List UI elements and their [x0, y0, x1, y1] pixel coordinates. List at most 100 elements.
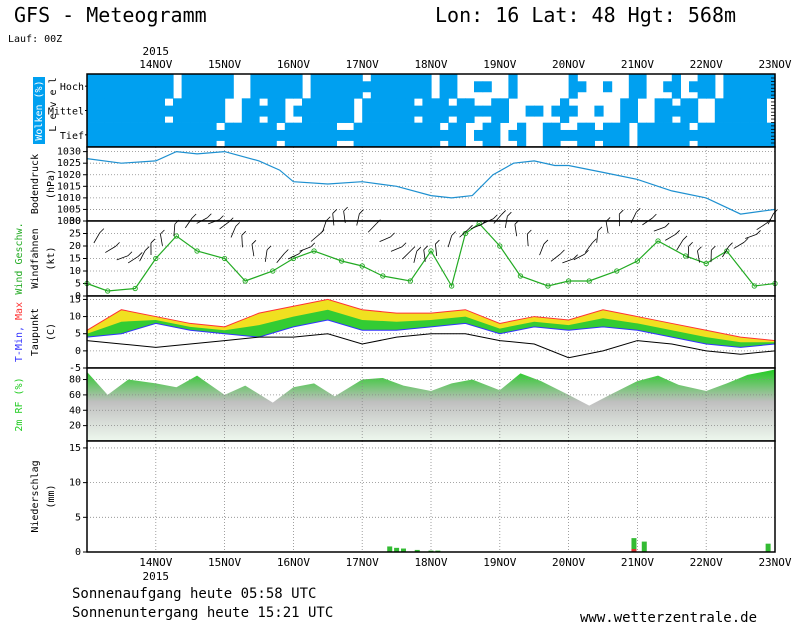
cloud-cell [379, 74, 389, 99]
cloud-cell [370, 74, 380, 99]
cloud-cell [267, 122, 277, 148]
wind-barb-flag [266, 245, 272, 251]
wind-barb-flag [527, 229, 532, 235]
cloud-cell [568, 105, 578, 117]
wind-barb [356, 213, 360, 226]
wind-barb [493, 214, 503, 224]
y-tick-label: 0 [75, 291, 81, 302]
cloud-cell [87, 74, 97, 99]
cloud-cell [104, 98, 114, 123]
wind-speed-point [517, 273, 524, 279]
cloud-cell [723, 122, 733, 148]
cloud-cell [224, 74, 234, 99]
wind-barb [310, 233, 321, 242]
wind-barb-flag [251, 240, 257, 245]
cloud-cell [319, 98, 329, 123]
wind-speed-point [655, 238, 661, 244]
cloud-cell [585, 122, 595, 148]
wind-speed-point [428, 248, 434, 254]
cloud-cell [250, 122, 260, 148]
wind-barb-flag [137, 252, 143, 257]
wind-barb-flag [191, 213, 197, 219]
wind-barb [653, 226, 666, 232]
wind-barb [160, 233, 163, 246]
wind-barb [184, 217, 193, 229]
cloud-cell [267, 74, 277, 99]
cloud-cell [465, 98, 475, 123]
wind-barb-flag [697, 246, 702, 252]
wind-barb-flag [635, 207, 641, 213]
wind-speed-point [545, 283, 551, 289]
cloud-cell [181, 74, 191, 99]
cloud-cell [259, 122, 269, 148]
tmax-line [86, 298, 776, 342]
cloud-cell [474, 81, 484, 93]
wind-speed-point [448, 283, 455, 289]
wind-speed-point [242, 278, 248, 284]
wind-barb-flag [584, 249, 589, 255]
cloud-cell [147, 74, 157, 99]
y-tick-label: 80 [69, 375, 81, 386]
cloud-cell [276, 74, 286, 99]
cloud-cell [112, 74, 122, 99]
cloud-cell [422, 98, 432, 123]
cloud-cell [173, 98, 183, 123]
y-tick-label: 30 [69, 216, 81, 227]
bottom-tick-label: 16NOV [277, 556, 310, 569]
wind-barb [665, 233, 676, 241]
cloud-cell [697, 74, 707, 99]
wind-barb-flag [343, 206, 348, 212]
cloud-cell [628, 98, 638, 123]
wind-barb-flag [410, 246, 416, 251]
cloud-cell [104, 122, 114, 148]
cloud-cell [353, 122, 363, 148]
cloud-cell [680, 98, 690, 123]
cloud-cell [319, 122, 329, 148]
wind-speed-point [614, 268, 620, 274]
humidity-axis-label: 2m RF (%) [14, 377, 25, 431]
bottom-year-label: 2015 [143, 570, 170, 583]
wind-barb-flag [688, 241, 693, 247]
cloud-cell [422, 74, 432, 99]
cloud-cell [413, 122, 423, 148]
y-tick-label: 0 [75, 547, 81, 558]
clouds-panel: Hoch Mittel Tief Wolken (%) L e v e l [33, 73, 776, 148]
cloud-cell [663, 98, 673, 123]
wind-barb [605, 221, 609, 234]
precipitation-panel: 0 5 10 15 Niederschlag (mm) [30, 440, 776, 558]
wind-speed-point [270, 268, 276, 274]
cloud-cell [749, 122, 759, 148]
cloud-cell [474, 105, 484, 117]
cloud-cell [749, 74, 759, 99]
cloud-cell [112, 98, 122, 123]
wind-barb-flag [319, 229, 325, 234]
cloud-cell [456, 122, 466, 148]
top-year-label: 2015 [143, 45, 170, 58]
cloud-cell [534, 105, 544, 117]
wind-barb-flag [160, 229, 165, 235]
wind-barb [514, 224, 518, 237]
wind-barb-flag [675, 230, 680, 235]
cloud-cell [723, 98, 733, 123]
cloud-cell [689, 81, 699, 93]
wind-speed-point [682, 253, 689, 259]
precip-bar [387, 546, 393, 552]
cloud-cell [689, 98, 699, 123]
cloud-cell [603, 81, 613, 93]
cloud-cell [164, 74, 174, 99]
wind-speed-point [132, 285, 138, 292]
wind-barb [562, 258, 574, 264]
wind-barb [322, 220, 327, 233]
pressure-line [86, 150, 776, 215]
cloud-cell [482, 122, 492, 148]
wind-barb-flag [115, 242, 120, 247]
cloud-cell [379, 122, 389, 148]
top-tick-label: 20NOV [552, 58, 585, 71]
wind-axis-label: Wind Geschw. [14, 222, 25, 294]
wind-barb [584, 242, 593, 253]
panel-background [87, 441, 775, 552]
cloud-cell [628, 74, 638, 99]
wind-speed-point [751, 283, 758, 289]
wind-barb-flag [619, 209, 624, 215]
